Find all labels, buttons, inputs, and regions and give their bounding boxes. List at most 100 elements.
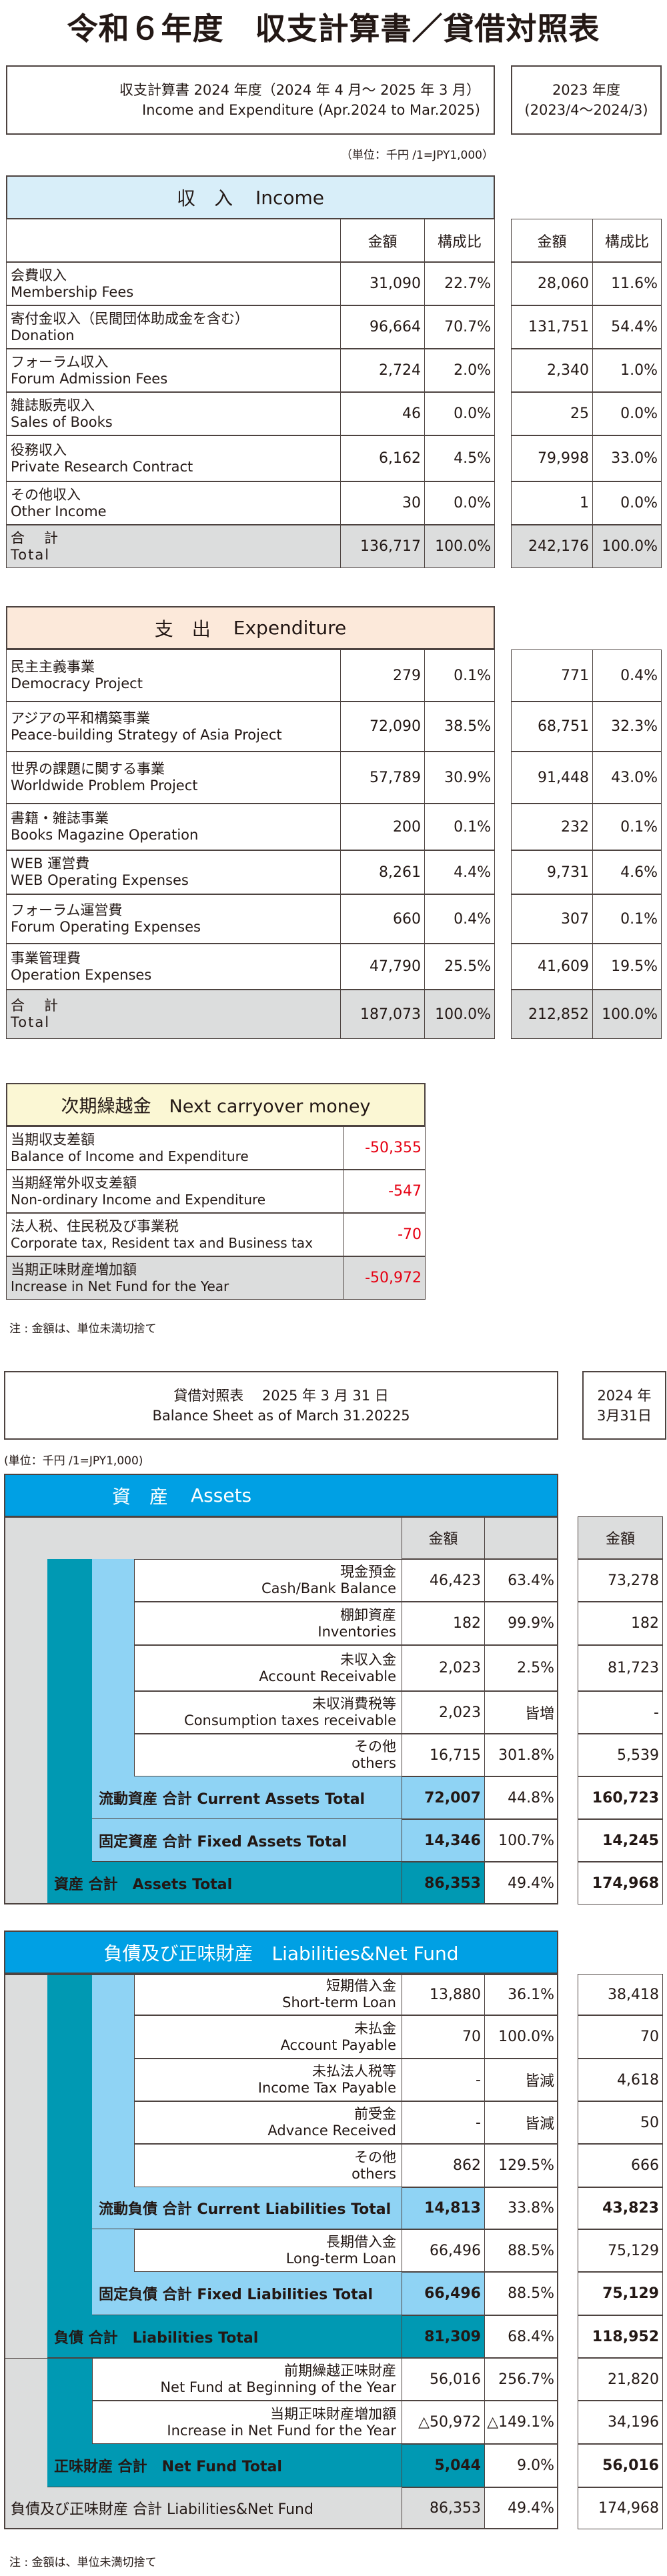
current-liabilities-total-ratio: 33.8% [484, 2187, 558, 2229]
net-fund-total-label: 正味財産 合計 Net Fund Total [47, 2444, 402, 2487]
prev-ratio-cell: 0.1% [592, 804, 662, 850]
fixed-assets-total-prev-amount: 14,245 [578, 1819, 663, 1862]
prev-ratio-cell: 33.0% [592, 435, 662, 481]
row-label-en: Operation Expenses [11, 966, 152, 983]
prev-ratio-cell: 54.4% [592, 305, 662, 349]
bs-row-label-en: Net Fund at Beginning of the Year [160, 2379, 396, 2395]
col-header-amount: 金額 [340, 219, 425, 262]
assets-total-prev-amount: 174,968 [578, 1862, 663, 1904]
bs-prev-year: 2024 年 [597, 1387, 652, 1404]
bs-amount-cell: 862 [402, 2144, 485, 2187]
unit-note: （単位：千円 /1=JPY1,000） [340, 149, 494, 162]
carryover-note: 注 : 金額は、単位未満切捨て [9, 1322, 157, 1336]
bs-prev-amount-cell: 182 [578, 1602, 663, 1645]
bs-row-label-cell: 未払金 Account Payable [134, 2015, 402, 2059]
carryover-label-en: Increase in Net Fund for the Year [11, 1278, 229, 1294]
bs-row-label-en: Inventories [317, 1623, 396, 1640]
prev-amount-cell: 68,751 [511, 702, 593, 752]
bs-ratio-cell: 129.5% [484, 2144, 558, 2187]
row-label-en: Peace-building Strategy of Asia Project [11, 726, 282, 743]
prev-amount-cell: 232 [511, 804, 593, 850]
total-label-cell: 合 計 Total [6, 525, 341, 568]
bs-prev-amount-cell: 73,278 [578, 1559, 663, 1602]
total-amount: 187,073 [340, 990, 425, 1039]
bs-row-label-en: Cash/Bank Balance [261, 1580, 396, 1596]
prev-year-range: (2023/4～2024/3) [524, 102, 648, 118]
row-label-jp: 寄付金収入（民間団体助成金を含む） [11, 310, 249, 327]
prev-amount-cell: 2,340 [511, 349, 593, 392]
total-label-en: Total [11, 1014, 51, 1030]
bs-prev-amount-cell: 666 [578, 2144, 663, 2187]
assets-total-ratio: 49.4% [484, 1862, 558, 1904]
assets-header-band [4, 1516, 402, 1559]
bs-amount-cell: 70 [402, 2015, 485, 2059]
ie-header-en: Income and Expenditure (Apr.2024 to Mar.… [141, 102, 480, 118]
prev-amount-cell: 1 [511, 481, 593, 525]
ie-header-jp: 収支計算書 2024 年度（2024 年 4 月～ 2025 年 3 月） [119, 82, 480, 98]
total-ratio: 100.0% [424, 525, 495, 568]
bs-ratio-cell: 皆増 [484, 1691, 558, 1734]
assets-total-amount: 86,353 [402, 1862, 485, 1904]
bs-row-label-jp: 未収入金 [340, 1651, 396, 1668]
ratio-cell: 2.0% [424, 349, 495, 392]
prev-amount-cell: 307 [511, 894, 593, 944]
bs-row-label-en: Income Tax Payable [257, 2080, 396, 2096]
bs-row-label-jp: 前期繰越正味財産 [284, 2363, 396, 2379]
ratio-cell: 4.4% [424, 850, 495, 894]
bs-row-label-jp: 未払法人税等 [312, 2063, 396, 2079]
col-header-prev-amount: 金額 [511, 219, 593, 262]
row-label-en: Membership Fees [11, 283, 134, 300]
prev-amount-cell: 91,448 [511, 752, 593, 804]
bs-row-label-cell: 未収入金 Account Receivable [134, 1645, 402, 1691]
col-header-ratio: 構成比 [424, 219, 495, 262]
ratio-cell: 4.5% [424, 435, 495, 481]
row-label-cell: 民主主義事業 Democracy Project [6, 650, 341, 702]
col-header-prev-ratio: 構成比 [592, 219, 662, 262]
bs-prev-amount-cell: 75,129 [578, 2229, 663, 2272]
bs-row-label-cell: 短期借入金 Short-term Loan [134, 1974, 402, 2015]
bs-row-label-en: Consumption taxes receivable [184, 1712, 396, 1728]
row-label-cell: フォーラム収入 Forum Admission Fees [6, 349, 341, 392]
amount-cell: 660 [340, 894, 425, 944]
ratio-cell: 70.7% [424, 305, 495, 349]
amount-cell: 72,090 [340, 702, 425, 752]
row-label-en: Books Magazine Operation [11, 827, 199, 843]
bs-row-label-cell: その他 others [134, 2144, 402, 2187]
bs-row-label-cell: 前期繰越正味財産 Net Fund at Beginning of the Yea… [92, 2358, 402, 2401]
prev-ratio-cell: 11.6% [592, 262, 662, 305]
prev-amount-cell: 28,060 [511, 262, 593, 305]
bs-row-label-jp: その他 [354, 1738, 396, 1754]
bs-ratio-cell: 99.9% [484, 1602, 558, 1645]
row-label-jp: 役務収入 [11, 441, 67, 458]
bs-prev-amount-cell: - [578, 1691, 663, 1734]
net-fund-total-ratio: 9.0% [484, 2444, 558, 2487]
footer-note: 注 : 金額は、単位未満切捨て [9, 2556, 157, 2569]
row-label-cell: フォーラム運営費 Forum Operating Expenses [6, 894, 341, 944]
carryover-value: -50,355 [343, 1126, 426, 1170]
bs-ratio-cell: 皆減 [484, 2101, 558, 2144]
bs-amount-cell: 182 [402, 1602, 485, 1645]
expenditure-title-jp: 支 出 [154, 617, 211, 640]
row-label-en: Other Income [11, 503, 107, 519]
total-label-en: Total [11, 546, 51, 563]
row-label-jp: 世界の課題に関する事業 [11, 761, 165, 777]
bs-row-label-jp: 棚卸資産 [340, 1606, 396, 1623]
fixed-liabilities-total-prev-amount: 75,129 [578, 2272, 663, 2315]
bs-ratio-cell: 皆減 [484, 2059, 558, 2101]
ratio-cell: 25.5% [424, 944, 495, 990]
bs-amount-cell: 56,016 [402, 2358, 485, 2401]
row-label-jp: 事業管理費 [11, 950, 81, 966]
row-label-jp: WEB 運営費 [11, 856, 90, 872]
bs-row-label-en: others [352, 1755, 396, 1771]
prev-amount-cell: 9,731 [511, 850, 593, 894]
fixed-assets-total-amount: 14,346 [402, 1819, 485, 1862]
carryover-label-en: Non-ordinary Income and Expenditure [11, 1191, 266, 1208]
bs-row-label-en: Advance Received [267, 2123, 396, 2139]
total-prev-amount: 212,852 [511, 990, 593, 1039]
ratio-cell: 0.0% [424, 481, 495, 525]
carryover-label-cell: 当期経常外収支差額 Non-ordinary Income and Expendi… [6, 1170, 344, 1213]
row-label-jp: アジアの平和構築事業 [11, 710, 151, 726]
row-label-en: Forum Operating Expenses [11, 919, 201, 935]
ratio-cell: 0.1% [424, 804, 495, 850]
current-assets-total-label: 流動資産 合計 Current Assets Total [92, 1776, 402, 1819]
